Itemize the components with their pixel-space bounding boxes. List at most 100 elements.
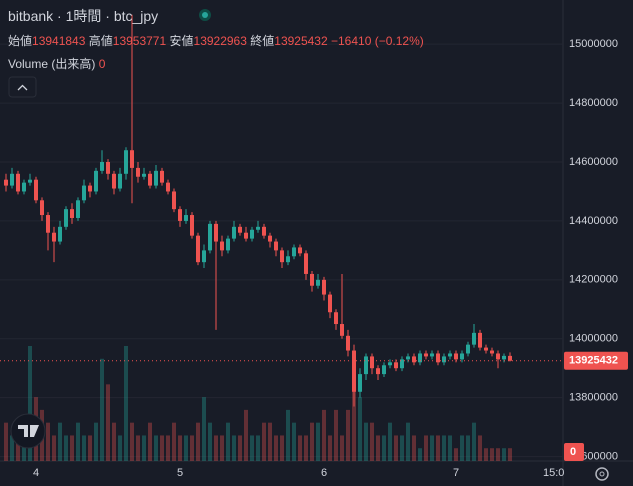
volume-bar [208, 422, 212, 461]
y-tick-label: 15000000 [569, 38, 618, 50]
volume-bar [124, 346, 128, 461]
candle-body [118, 173, 122, 189]
candle-body [430, 353, 434, 357]
volume-bar [166, 435, 170, 461]
volume-bar [88, 435, 92, 461]
volume-bar [484, 448, 488, 461]
volume-bar [64, 435, 68, 461]
volume-bar [394, 435, 398, 461]
label: Volume (出来高) [8, 57, 96, 71]
candle-body [40, 200, 44, 216]
volume-bar [226, 422, 230, 461]
candle-body [214, 223, 218, 242]
volume-bar [430, 435, 434, 461]
volume-bar [442, 435, 446, 461]
change: −16410 (−0.12%) [331, 34, 424, 48]
volume-bar [58, 422, 62, 461]
volume-bar [424, 435, 428, 461]
volume-bar [250, 435, 254, 461]
candle-body [34, 179, 38, 201]
volume-bar [448, 435, 452, 461]
y-tick-label: 14800000 [569, 97, 618, 109]
chart-title: bitbank · 1時間 · btc_jpy [8, 8, 159, 24]
candle-body [100, 162, 104, 171]
candle-body [490, 350, 494, 354]
candle-body [160, 170, 164, 183]
candle-body [166, 182, 170, 192]
volume-bar [478, 435, 482, 461]
candle-body [112, 173, 116, 189]
candle-body [496, 353, 500, 360]
tv-logo [10, 413, 46, 449]
volume-bar [136, 435, 140, 461]
candle-body [232, 226, 236, 239]
candle-body [340, 324, 344, 336]
volume-bar [220, 435, 224, 461]
settings-icon[interactable] [595, 467, 609, 481]
candle-body [292, 247, 296, 257]
value: 0 [98, 57, 106, 71]
volume-bar [238, 435, 242, 461]
candle-body [328, 294, 332, 313]
volume-bar [232, 435, 236, 461]
candle-body [442, 356, 446, 363]
candle-body [370, 356, 374, 369]
value: 13922963 [193, 34, 247, 48]
volume-bar [274, 435, 278, 461]
collapse-button[interactable] [8, 76, 37, 98]
candle-body [196, 235, 200, 263]
candle-body [136, 167, 140, 177]
candle-body [286, 256, 290, 263]
volume-bar [436, 435, 440, 461]
candle-body [178, 209, 182, 221]
candle-body [352, 350, 356, 392]
candle-body [220, 241, 224, 251]
volume-bar [316, 422, 320, 461]
volume-bar [286, 409, 290, 461]
candle-body [394, 362, 398, 369]
volume-bar [100, 358, 104, 461]
x-tick-label: 15:0 [543, 467, 564, 479]
candle-body [226, 238, 230, 251]
candle-body [388, 362, 392, 366]
y-tick-label: 14200000 [569, 274, 618, 286]
volume-bar [112, 422, 116, 461]
volume-bar [454, 448, 458, 461]
volume-bar [358, 397, 362, 461]
volume-bar [262, 422, 266, 461]
volume-bar [406, 422, 410, 461]
volume-bar [508, 448, 512, 461]
status-dot-inner [202, 12, 208, 18]
volume-bar [94, 422, 98, 461]
y-tick-label: 14000000 [569, 333, 618, 345]
volume-bar [196, 422, 200, 461]
candle-body [130, 150, 134, 168]
volume-bar [388, 422, 392, 461]
volume-tag-label: 0 [570, 446, 576, 458]
candle-body [94, 170, 98, 192]
candle-body [46, 215, 50, 233]
candle-body [88, 185, 92, 192]
volume-bar [142, 435, 146, 461]
candle-body [310, 273, 314, 286]
candle-body [190, 215, 194, 236]
candle-body [412, 356, 416, 363]
candle-body [466, 344, 470, 354]
candle-body [364, 356, 368, 375]
volume-bar [310, 422, 314, 461]
volume-tag [564, 443, 584, 461]
x-tick-label: 7 [453, 467, 459, 479]
volume-bar [304, 435, 308, 461]
volume-bar [52, 435, 56, 461]
label: 安値 [169, 34, 194, 48]
volume-bar [118, 435, 122, 461]
volume-bar [298, 435, 302, 461]
volume-bar [322, 409, 326, 461]
candle-body [298, 247, 302, 254]
volume-bar [370, 422, 374, 461]
candle-body [400, 359, 404, 369]
candle-body [274, 241, 278, 251]
volume-bar [328, 435, 332, 461]
